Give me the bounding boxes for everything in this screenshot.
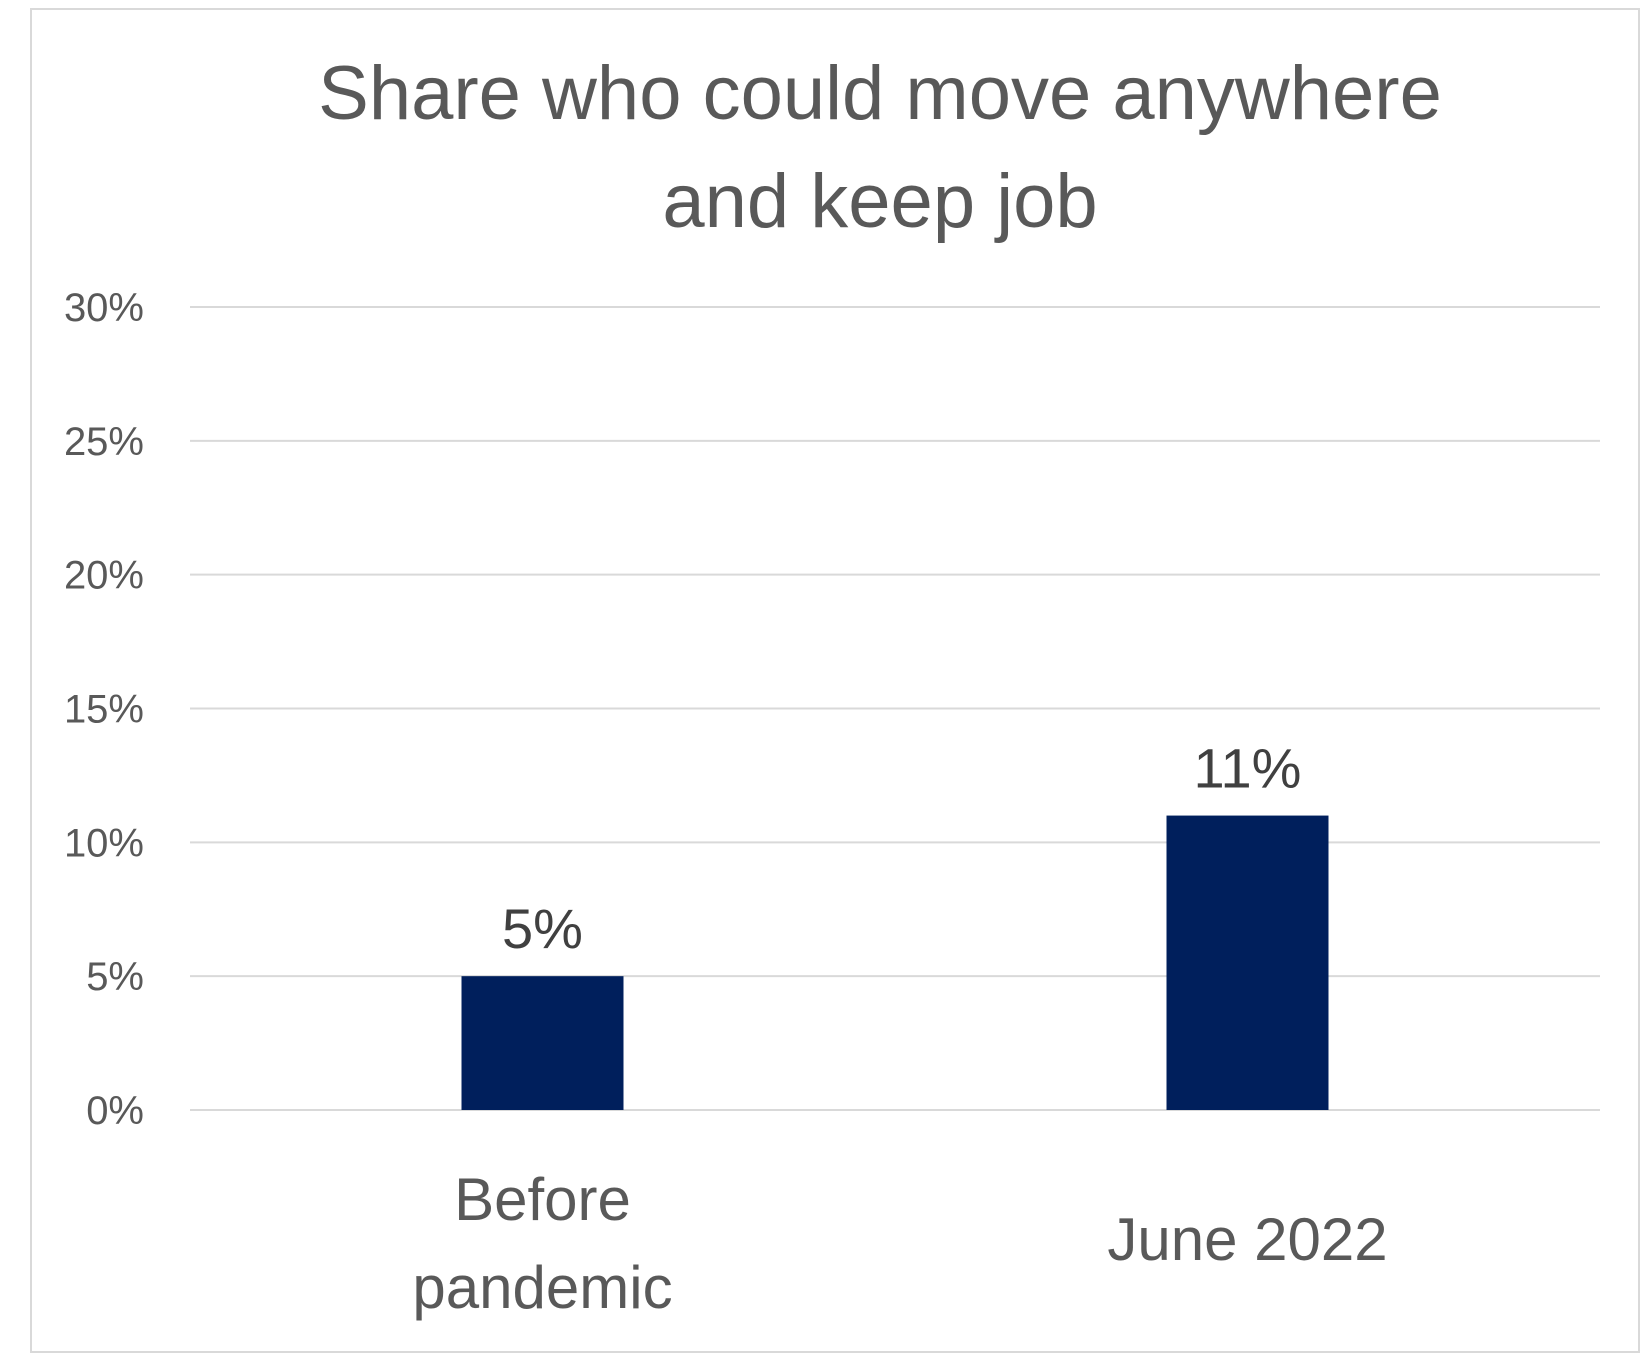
y-tick-label-25: 25% <box>64 420 144 464</box>
bar-1 <box>1166 815 1329 1110</box>
y-tick-label-10: 10% <box>64 821 144 865</box>
y-tick-label-15: 15% <box>64 688 144 732</box>
chart-frame <box>30 8 1640 1353</box>
data-label-1: 11% <box>1194 737 1302 800</box>
category-label-1-line-0: June 2022 <box>1107 1206 1387 1273</box>
y-tick-label-5: 5% <box>86 955 144 999</box>
category-label-0-line-1: pandemic <box>412 1254 672 1321</box>
category-label-1: June 2022 <box>1107 1206 1387 1273</box>
category-label-0: Before pandemic <box>412 1166 672 1321</box>
category-label-0-line-0: Before <box>454 1166 631 1233</box>
y-tick-label-0: 0% <box>86 1089 144 1133</box>
data-label-0: 5% <box>502 897 583 960</box>
chart-title: Share who could move anywhere and keep j… <box>30 40 1647 256</box>
chart-title-text: Share who could move anywhere and keep j… <box>318 51 1442 244</box>
y-tick-label-20: 20% <box>64 554 144 598</box>
y-tick-label-30: 30% <box>64 286 144 330</box>
bar-0 <box>461 976 624 1110</box>
